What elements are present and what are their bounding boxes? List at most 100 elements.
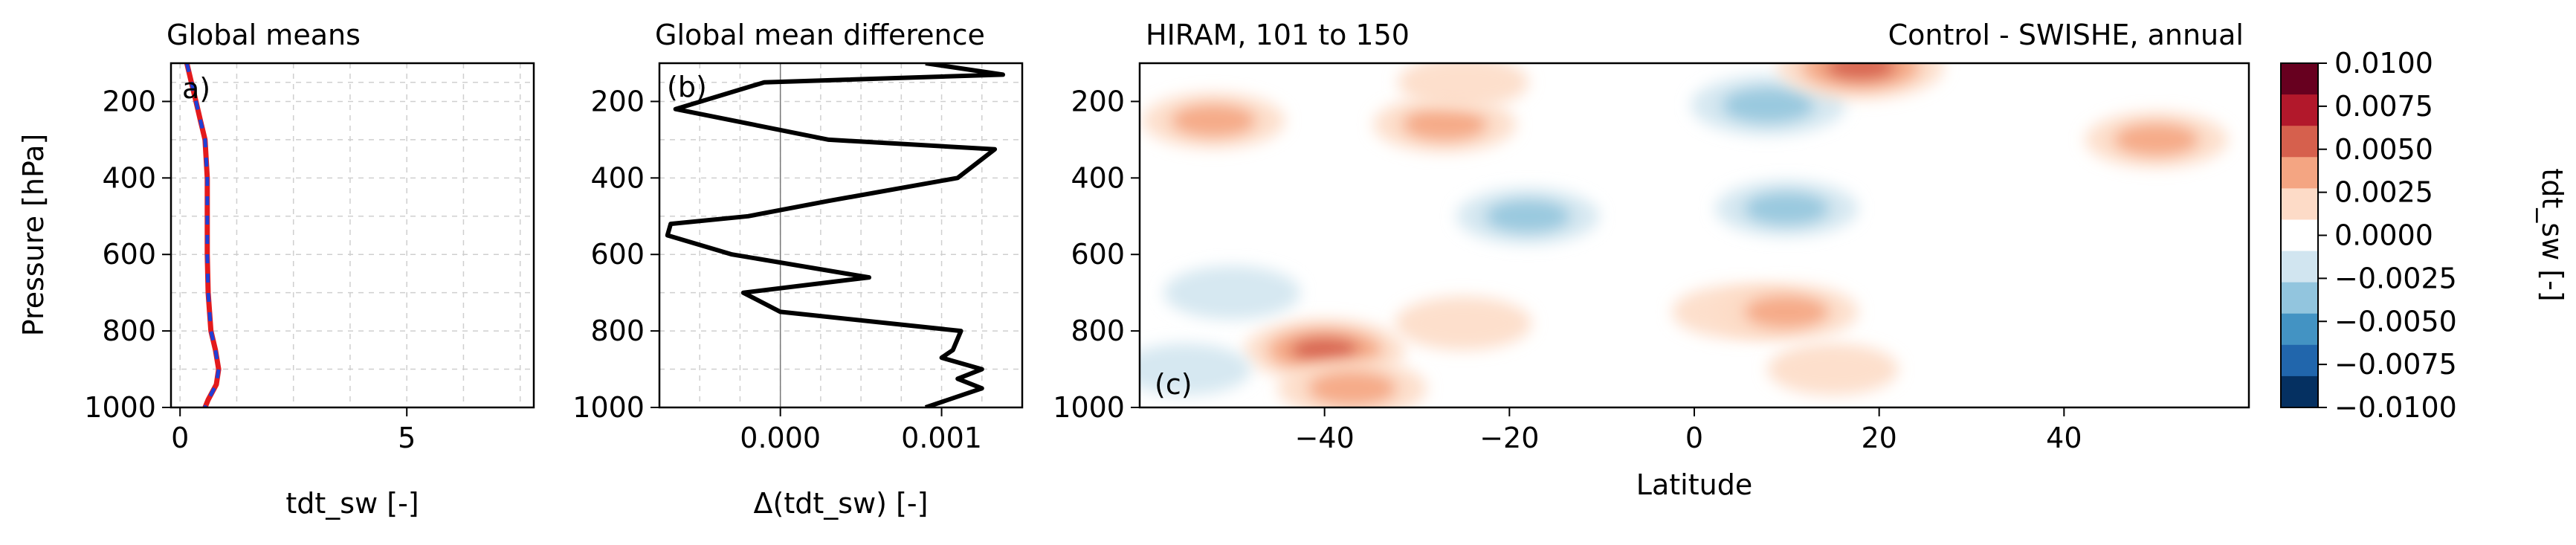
colorbar-swatch bbox=[2281, 282, 2318, 315]
contour-level bbox=[1170, 103, 1257, 138]
y-tick-label: 1000 bbox=[84, 391, 156, 424]
panel-c-title-right: Control - SWISHE, annual bbox=[1888, 19, 2244, 51]
panel-b-lines bbox=[665, 63, 1005, 407]
panel-c-label: (c) bbox=[1155, 368, 1192, 401]
contour-level bbox=[2114, 123, 2200, 157]
colorbar: 0.0100 0.0075 0.0050 0.0025 0.0000 −0.0025 −0.… bbox=[2280, 47, 2569, 424]
contour-blob-3 bbox=[1373, 96, 1517, 152]
colorbar-tick-label: −0.0100 bbox=[2334, 391, 2457, 424]
panel-a-title: Global means bbox=[167, 19, 361, 51]
colorbar-swatch bbox=[2281, 157, 2318, 189]
series-line-0 bbox=[184, 63, 222, 407]
x-tick-label: −20 bbox=[1479, 422, 1539, 454]
y-tick-label: 200 bbox=[1071, 85, 1125, 117]
colorbar-tick-label: 0.0100 bbox=[2334, 47, 2433, 80]
panel-a-ticks: 0 5 200 400 600 800 1000 bbox=[84, 85, 416, 454]
colorbar-tick-label: −0.0025 bbox=[2334, 262, 2457, 294]
contour-level bbox=[1401, 107, 1488, 141]
colorbar-ticks: 0.0100 0.0075 0.0050 0.0025 0.0000 −0.0025 −0.… bbox=[2318, 47, 2457, 424]
y-tick-label: 600 bbox=[102, 238, 156, 271]
x-tick-label: 0 bbox=[171, 422, 189, 454]
panel-a-lines bbox=[184, 63, 222, 407]
contour-blob-0 bbox=[1142, 92, 1285, 149]
contour-blob-9 bbox=[1715, 180, 1859, 237]
panel-c-xlabel: Latitude bbox=[1636, 468, 1752, 501]
contour-blob-4 bbox=[1395, 296, 1532, 351]
contour-level bbox=[1140, 343, 1252, 396]
panel-b-ticks: 0.000 0.001 200 400 600 800 1000 bbox=[572, 85, 982, 454]
contour-blob-11 bbox=[2085, 112, 2228, 168]
colorbar-swatch bbox=[2281, 126, 2318, 158]
colorbar-swatch bbox=[2281, 188, 2318, 221]
y-tick-label: 1000 bbox=[1053, 391, 1125, 424]
contour-blob-8 bbox=[1777, 63, 1944, 100]
colorbar-swatch bbox=[2281, 219, 2318, 252]
panel-b-label: (b) bbox=[667, 71, 707, 103]
contour-blob-6 bbox=[1398, 63, 1529, 109]
panel-b-frame bbox=[658, 62, 1024, 409]
colorbar-tick-label: 0.0050 bbox=[2334, 133, 2433, 166]
y-tick-label: 800 bbox=[590, 315, 645, 347]
contour-level bbox=[1743, 294, 1830, 329]
contour-level bbox=[1163, 265, 1301, 320]
y-tick-label: 800 bbox=[102, 315, 156, 347]
y-tick-label: 400 bbox=[102, 161, 156, 194]
y-tick-label: 400 bbox=[1071, 161, 1125, 194]
y-tick-label: 200 bbox=[102, 85, 156, 117]
panel-a-label: a) bbox=[182, 72, 210, 105]
y-tick-label: 400 bbox=[590, 161, 645, 194]
contour-blob-14 bbox=[1767, 343, 1899, 396]
contour-blob-15 bbox=[1715, 283, 1859, 340]
colorbar-swatches bbox=[2281, 63, 2318, 408]
panel-c-contours bbox=[1140, 63, 2228, 407]
contour-level bbox=[1290, 336, 1359, 364]
contour-level bbox=[1395, 296, 1532, 351]
panel-b-title: Global mean difference bbox=[655, 19, 985, 51]
panel-b-xlabel: Δ(tdt_sw) [-] bbox=[754, 487, 929, 520]
panel-a-ylabel: Pressure [hPa] bbox=[17, 134, 50, 337]
panel-a-frame bbox=[170, 62, 535, 409]
contour-blob-5 bbox=[1456, 188, 1600, 245]
panel-c-ticks: −40 −20 0 20 40 200 400 600 800 1000 bbox=[1053, 85, 2082, 454]
colorbar-tick-label: −0.0050 bbox=[2334, 305, 2457, 338]
x-tick-label: 0.000 bbox=[740, 422, 821, 454]
colorbar-swatch bbox=[2281, 94, 2318, 126]
panel-a-xlabel: tdt_sw [-] bbox=[285, 487, 419, 520]
x-tick-label: 40 bbox=[2046, 422, 2082, 454]
contour-level bbox=[1398, 63, 1529, 109]
x-tick-label: 20 bbox=[1861, 422, 1897, 454]
x-tick-label: 5 bbox=[398, 422, 416, 454]
colorbar-tick-label: −0.0075 bbox=[2334, 348, 2457, 381]
colorbar-swatch bbox=[2281, 375, 2318, 408]
panel-c-title: HIRAM, 101 to 150 bbox=[1146, 19, 1410, 51]
colorbar-tick-label: 0.0000 bbox=[2334, 219, 2433, 252]
x-tick-label: 0.001 bbox=[901, 422, 982, 454]
colorbar-label: tdt_sw [-] bbox=[2536, 168, 2569, 301]
contour-level bbox=[1743, 191, 1830, 226]
contour-level bbox=[1824, 63, 1897, 81]
contour-blob-12 bbox=[1163, 265, 1301, 320]
panel-a-grid bbox=[171, 63, 534, 408]
contour-level bbox=[1485, 199, 1571, 233]
contour-level bbox=[1722, 87, 1815, 123]
y-tick-label: 600 bbox=[590, 238, 645, 271]
contour-level bbox=[1307, 370, 1397, 406]
contour-blob-2 bbox=[1277, 359, 1427, 407]
y-tick-label: 1000 bbox=[572, 391, 645, 424]
panel-a-global-means: Global means 0 5 200 400 600 800 1000 a) tdt_s… bbox=[17, 19, 535, 520]
x-tick-label: 0 bbox=[1685, 422, 1703, 454]
panel-c-latitude-pressure: HIRAM, 101 to 150 Control - SWISHE, annu… bbox=[1053, 19, 2250, 501]
x-tick-label: −40 bbox=[1295, 422, 1355, 454]
y-tick-label: 800 bbox=[1071, 315, 1125, 347]
colorbar-swatch bbox=[2281, 344, 2318, 377]
colorbar-swatch bbox=[2281, 251, 2318, 283]
contour-blob-13 bbox=[1140, 343, 1252, 396]
y-tick-label: 600 bbox=[1071, 238, 1125, 271]
series-line-1 bbox=[184, 63, 221, 407]
contour-level bbox=[1767, 343, 1899, 396]
y-tick-label: 200 bbox=[590, 85, 645, 117]
panel-b-mean-difference: Global mean difference 0.000 0.001 200 400 6… bbox=[572, 19, 1024, 520]
series-line-0 bbox=[665, 63, 1005, 407]
colorbar-swatch bbox=[2281, 63, 2318, 95]
